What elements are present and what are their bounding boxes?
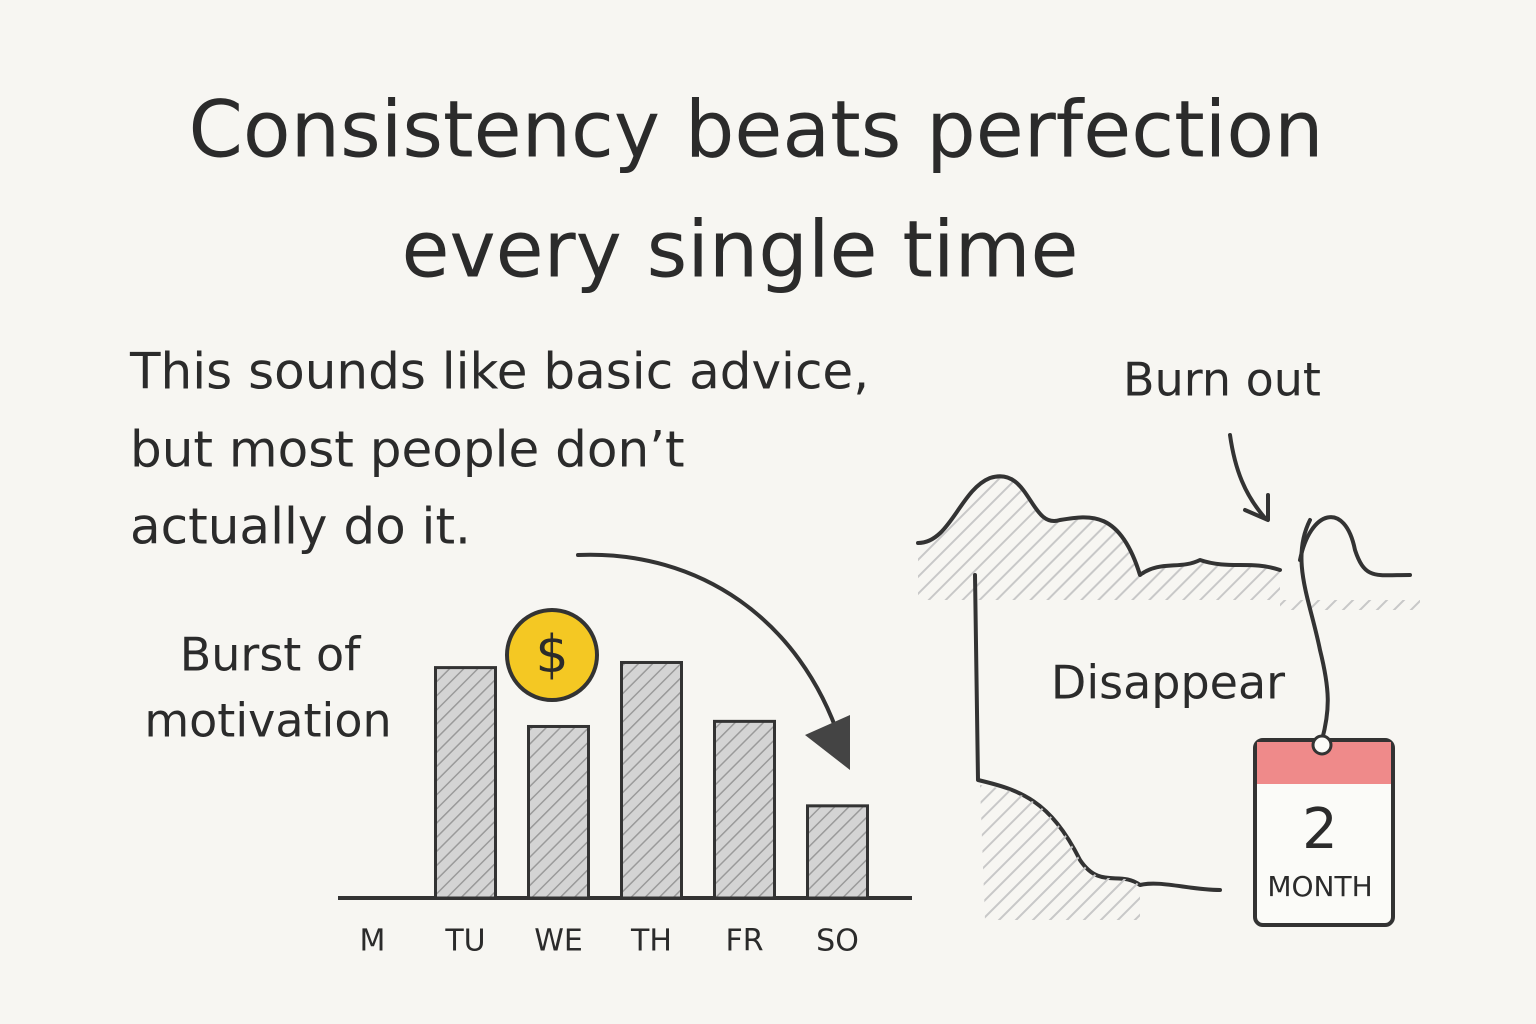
calendar-label: MONTH — [1267, 870, 1372, 903]
x-tick-label: M — [360, 924, 386, 959]
chart-title: every single time — [401, 205, 1078, 295]
x-tick-label: TH — [630, 924, 672, 959]
annotation: Burst of — [180, 628, 362, 682]
x-tick-label: SO — [816, 924, 859, 959]
bar — [806, 804, 869, 900]
bar — [620, 660, 683, 900]
annotation: Burn out — [1123, 353, 1321, 407]
disappear-line — [973, 573, 1222, 892]
calendar-string — [1299, 518, 1330, 742]
body-text: actually do it. — [130, 498, 471, 556]
x-tick-label: TU — [444, 924, 485, 959]
hill-shade — [918, 476, 1420, 610]
annotation: motivation — [144, 694, 391, 748]
arrow — [576, 552, 842, 742]
burn-out-line — [916, 474, 1282, 577]
bar — [434, 666, 497, 900]
bar — [527, 724, 590, 900]
x-tick-label: FR — [725, 924, 763, 959]
coin-symbol: $ — [535, 625, 568, 685]
body-text: but most people don’t — [130, 421, 685, 479]
drop-shade — [980, 785, 1140, 920]
calendar-number: 2 — [1302, 797, 1338, 862]
burn-out-line — [1298, 515, 1412, 578]
bar — [713, 719, 776, 900]
calendar-hole — [1311, 734, 1333, 756]
annotation: Disappear — [1051, 656, 1285, 710]
chart-title: Consistency beats perfection — [188, 85, 1323, 175]
arrow — [1228, 433, 1270, 522]
x-tick-label: WE — [534, 924, 583, 959]
coin — [505, 608, 599, 702]
body-text: This sounds like basic advice, — [129, 343, 869, 401]
arrow-head — [805, 715, 850, 770]
